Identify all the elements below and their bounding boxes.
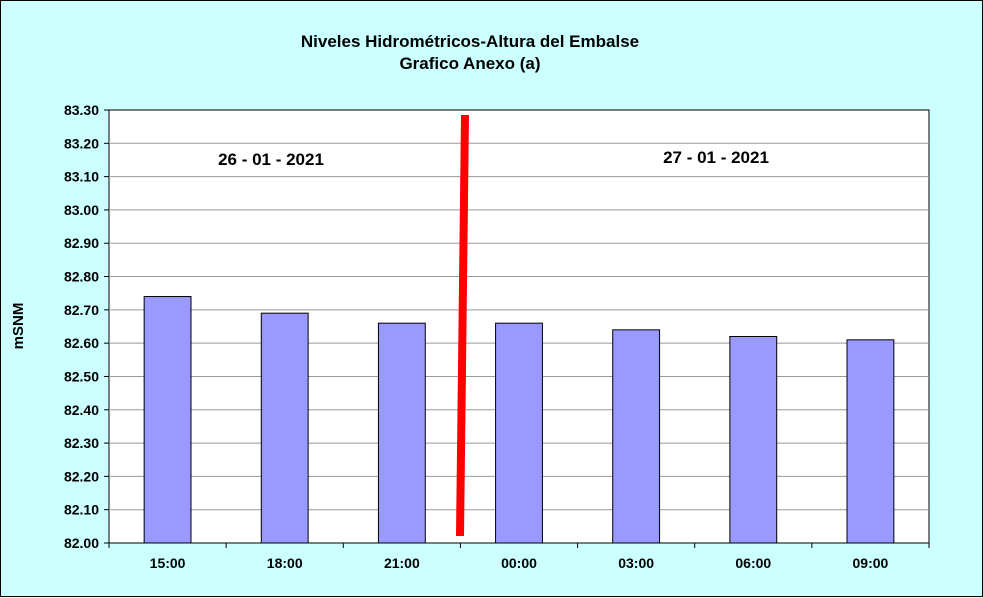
y-tick-label: 82.80 xyxy=(64,269,99,285)
bar-0300 xyxy=(612,329,661,544)
x-tick-label: 03:00 xyxy=(618,555,654,571)
bar-0900 xyxy=(846,339,895,544)
chart-title: Niveles Hidrométricos-Altura del Embalse xyxy=(301,32,639,51)
date-divider-line xyxy=(456,114,469,537)
y-tick-label: 83.00 xyxy=(64,202,99,218)
y-tick-label: 83.10 xyxy=(64,169,99,185)
x-tick-label: 09:00 xyxy=(853,555,889,571)
bar-0000 xyxy=(495,322,543,544)
bar-1800 xyxy=(260,312,309,544)
x-tick-label: 00:00 xyxy=(501,555,537,571)
bar-1500 xyxy=(143,296,192,544)
y-tick-label: 83.30 xyxy=(64,102,99,118)
x-tick-label: 21:00 xyxy=(384,555,420,571)
y-tick-label: 82.30 xyxy=(64,435,99,451)
y-tick-label: 83.20 xyxy=(64,135,99,151)
y-tick-label: 82.10 xyxy=(64,502,99,518)
chart-subtitle: Grafico Anexo (a) xyxy=(399,54,540,73)
y-tick-label: 82.40 xyxy=(64,402,99,418)
y-tick-label: 82.60 xyxy=(64,335,99,351)
date-annotation-left: 26 - 01 - 2021 xyxy=(218,150,324,169)
y-tick-label: 82.00 xyxy=(64,535,99,551)
y-tick-label: 82.90 xyxy=(64,235,99,251)
bar-2100 xyxy=(377,322,426,544)
y-axis-label: mSNM xyxy=(10,303,27,350)
y-tick-label: 82.50 xyxy=(64,368,99,384)
date-annotation-right: 27 - 01 - 2021 xyxy=(663,148,769,167)
bar-0600 xyxy=(729,335,778,544)
y-tick-label: 82.20 xyxy=(64,468,99,484)
y-tick-label: 82.70 xyxy=(64,302,99,318)
x-tick-label: 06:00 xyxy=(735,555,771,571)
x-tick-label: 15:00 xyxy=(150,555,186,571)
x-tick-label: 18:00 xyxy=(267,555,303,571)
